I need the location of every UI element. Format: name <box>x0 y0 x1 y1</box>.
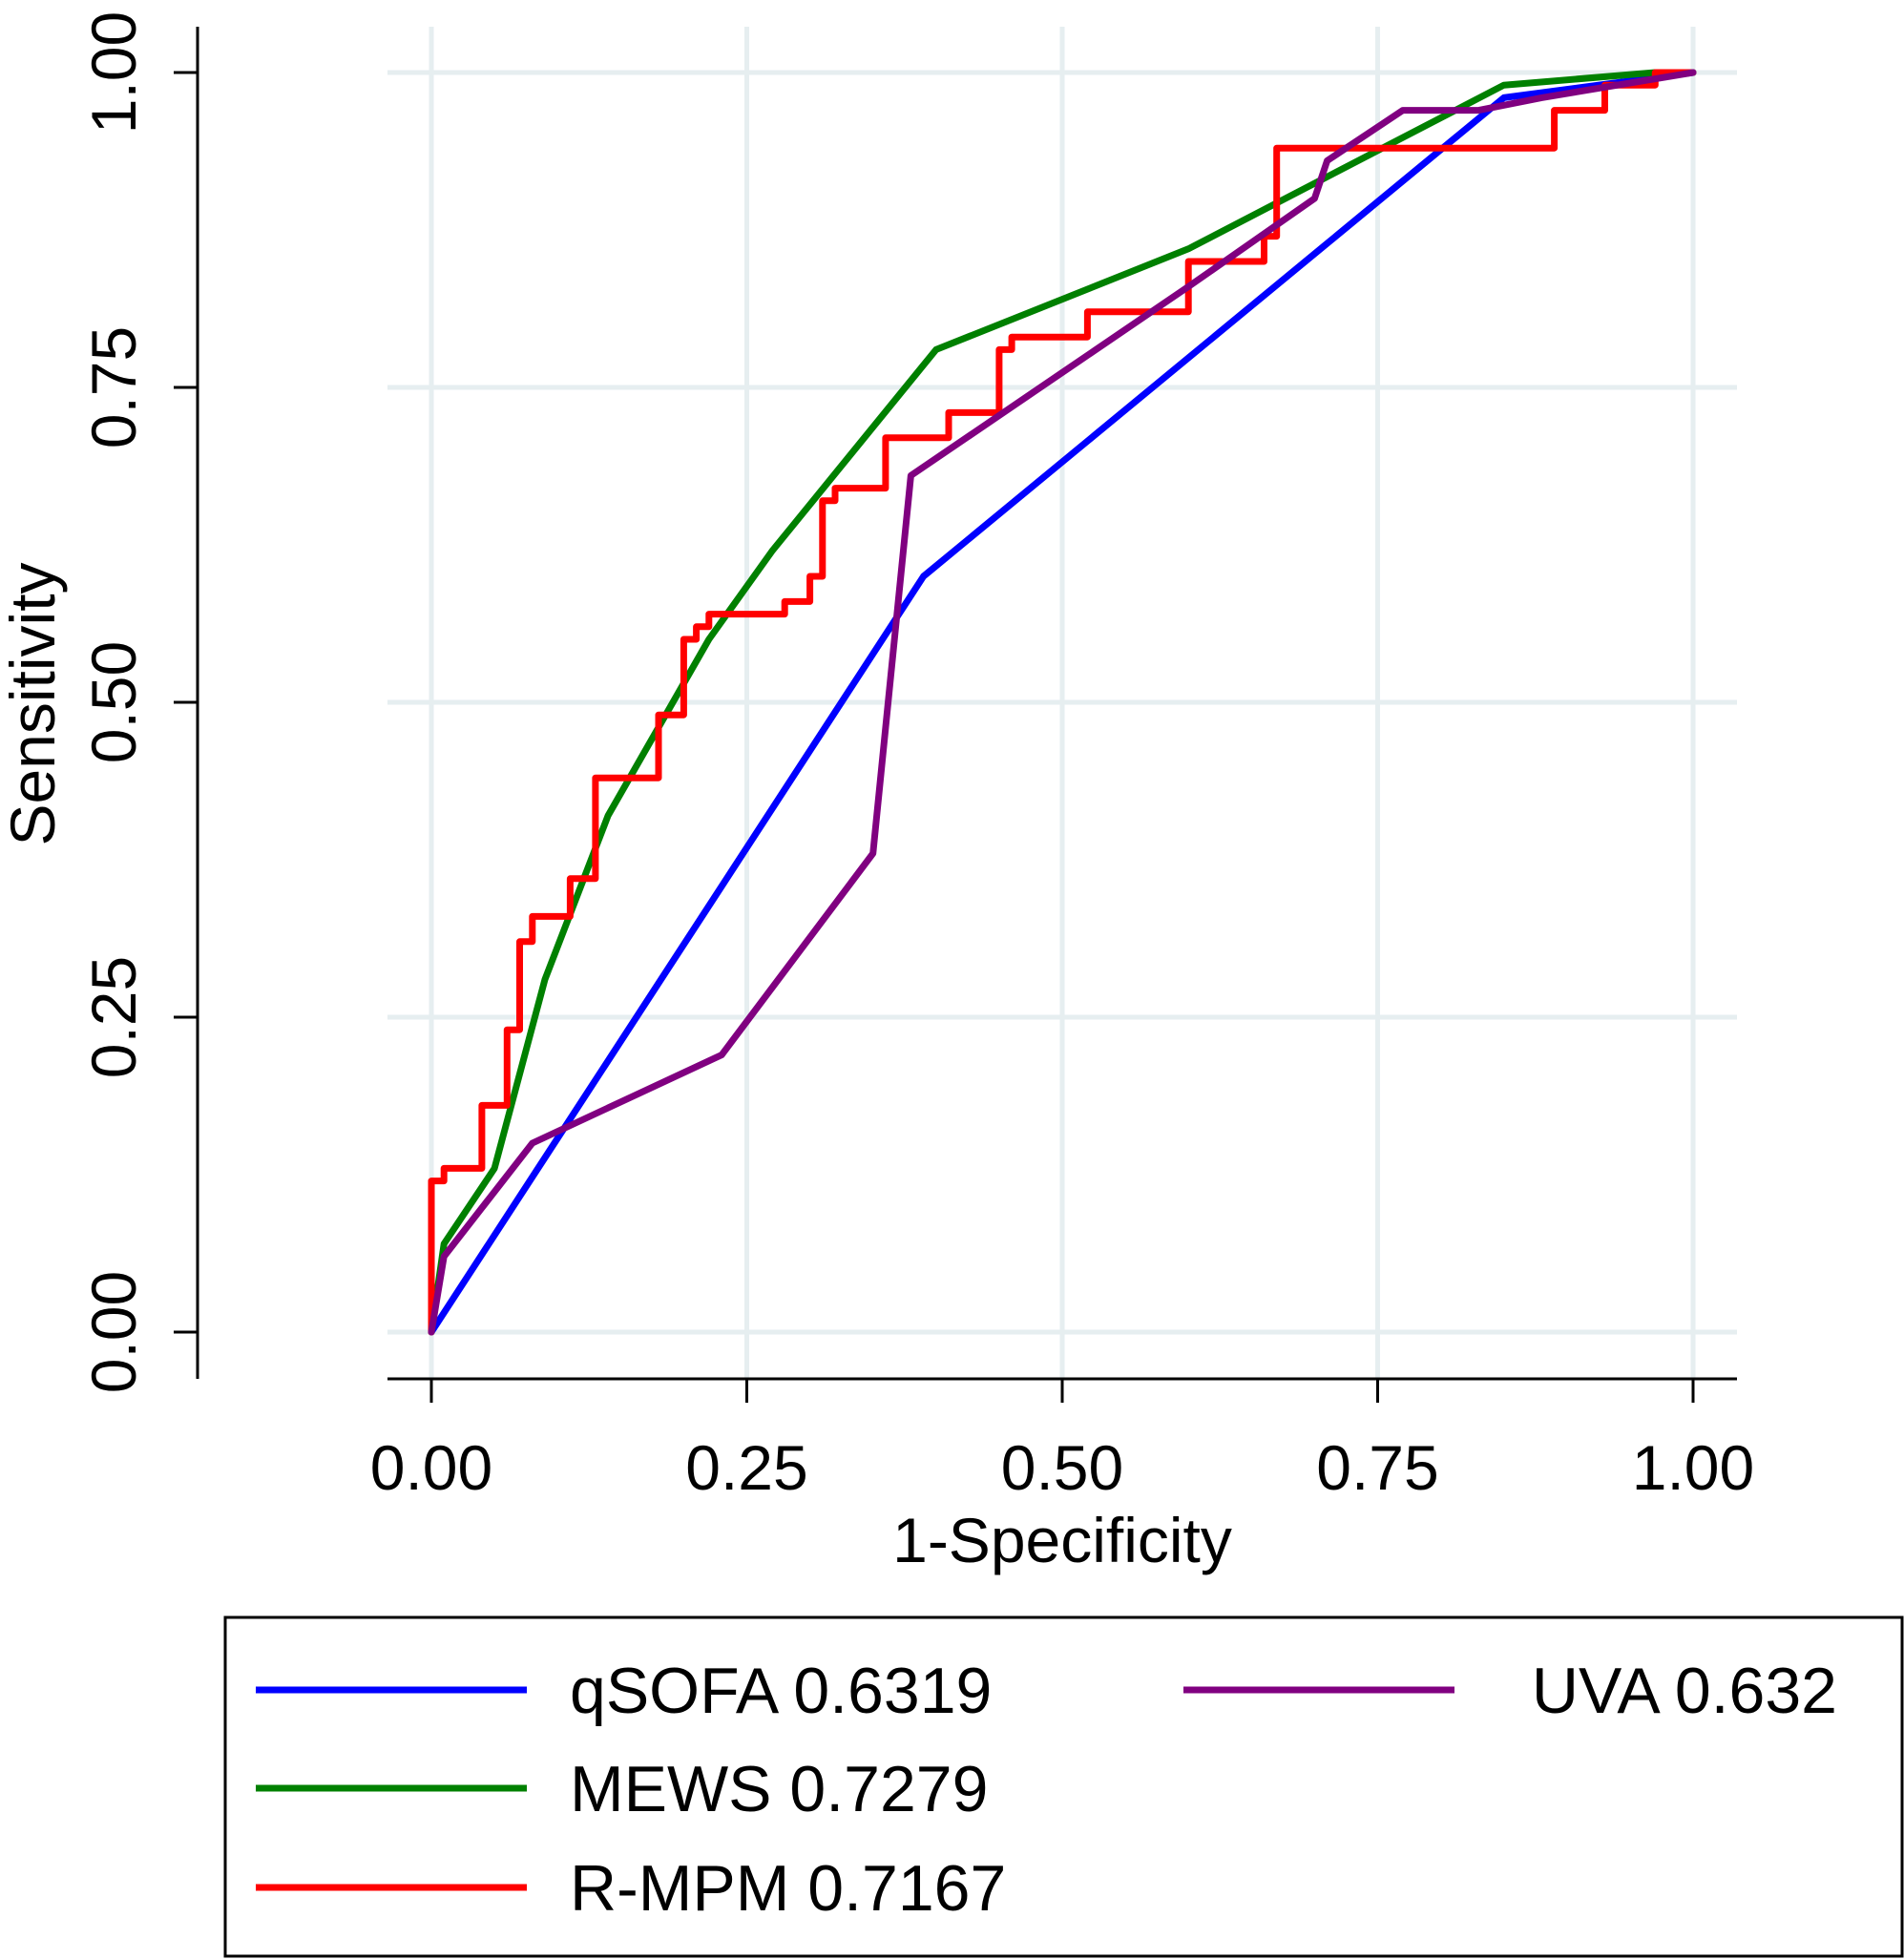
x-tick-label: 1.00 <box>1632 1432 1754 1503</box>
legend-label-r-mpm: R-MPM 0.7167 <box>570 1852 1006 1925</box>
x-tick-label: 0.75 <box>1316 1432 1438 1503</box>
legend-label-mews: MEWS 0.7279 <box>570 1753 988 1825</box>
x-tick-label: 0.25 <box>685 1432 807 1503</box>
roc-curve-uva <box>428 69 1697 1336</box>
x-tick-label: 0.50 <box>1001 1432 1123 1503</box>
y-tick-label: 0.00 <box>78 1271 149 1393</box>
y-tick-label: 0.50 <box>78 641 149 763</box>
roc-curve-mews <box>428 69 1697 1336</box>
grid-lines <box>387 27 1737 1379</box>
legend: qSOFA 0.6319 MEWS 0.7279 R-MPM 0.7167 UVA 0… <box>223 1615 1904 1958</box>
y-tick-label: 1.00 <box>78 11 149 134</box>
roc-curves <box>428 69 1697 1336</box>
x-tick-label: 0.00 <box>370 1432 492 1503</box>
legend-label-qsofa: qSOFA 0.6319 <box>570 1655 992 1727</box>
y-tick-label: 0.75 <box>78 326 149 448</box>
tick-marks-and-labels: 0.00 0.25 0.50 0.75 1.00 0.00 0.25 0.50 0.75 1.00 <box>78 11 1754 1503</box>
x-axis-title: 1-Specificity <box>892 1505 1232 1575</box>
legend-label-uva: UVA 0.632 <box>1532 1655 1837 1727</box>
y-tick-label: 0.25 <box>78 956 149 1078</box>
y-axis-title: Sensitivity <box>0 562 68 845</box>
